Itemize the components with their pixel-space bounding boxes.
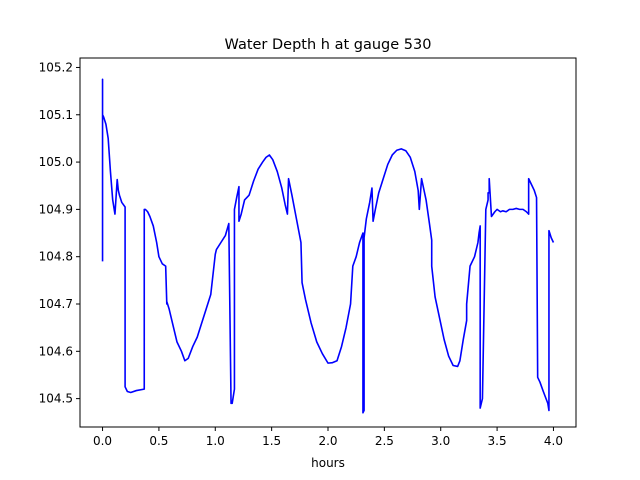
x-tick-label: 3.5 — [488, 434, 507, 448]
x-tick-label: 1.5 — [262, 434, 281, 448]
y-tick-label: 104.6 — [39, 344, 73, 358]
chart-title: Water Depth h at gauge 530 — [225, 37, 432, 53]
x-tick-label: 2.0 — [318, 434, 337, 448]
x-axis-label: hours — [311, 456, 345, 470]
x-tick-label: 0.0 — [93, 434, 112, 448]
x-tick-label: 3.0 — [431, 434, 450, 448]
y-tick-label: 104.7 — [39, 297, 73, 311]
y-tick-label: 105.2 — [39, 60, 73, 74]
x-tick-label: 4.0 — [544, 434, 563, 448]
y-tick-label: 105.0 — [39, 155, 73, 169]
y-axis-ticks: 104.5 104.6 104.7 104.8 104.9 105.0 105.1 105.2 — [39, 60, 80, 406]
plot-layer — [101, 78, 555, 414]
series-line — [101, 78, 555, 414]
y-tick-label: 105.1 — [39, 108, 73, 122]
x-tick-label: 0.5 — [149, 434, 168, 448]
y-tick-label: 104.9 — [39, 202, 73, 216]
x-tick-label: 2.5 — [375, 434, 394, 448]
x-tick-label: 1.0 — [206, 434, 225, 448]
y-tick-label: 104.5 — [39, 392, 73, 406]
y-tick-label: 104.8 — [39, 250, 73, 264]
x-axis-ticks: 0.0 0.5 1.0 1.5 2.0 2.5 3.0 3.5 4.0 — [93, 427, 563, 448]
